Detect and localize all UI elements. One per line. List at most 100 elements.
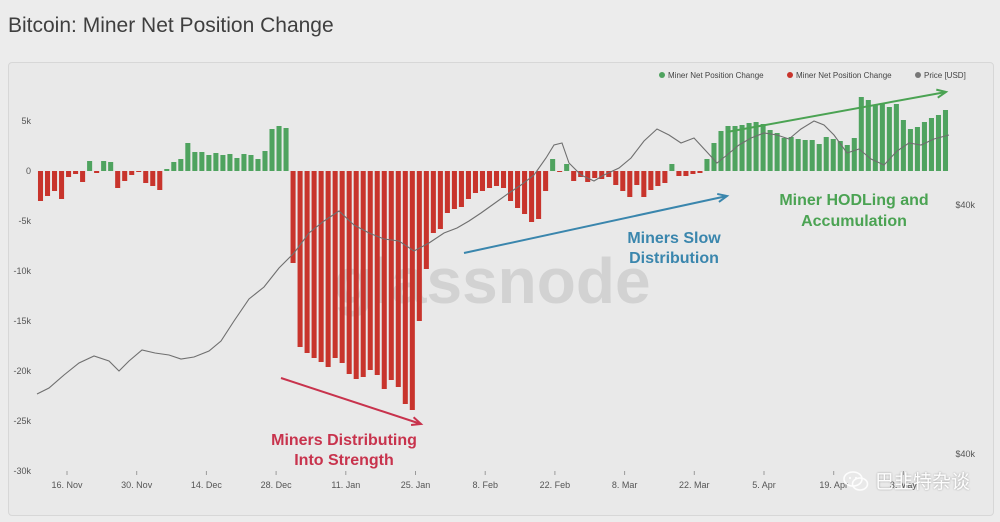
bar [592,171,598,178]
bar [585,171,591,182]
bar [52,171,58,191]
y2-tick-label: $40k [955,200,975,210]
bar [465,171,471,199]
bar [788,137,794,171]
bar [472,171,478,193]
bar [942,110,949,171]
bar [192,152,198,171]
x-tick-label: 25. Jan [401,480,431,490]
bar [767,130,773,171]
bar [367,171,373,370]
bar [697,171,703,173]
bar [444,171,450,213]
y-tick-label: -30k [13,466,31,476]
bar [725,126,731,171]
bar [451,171,457,209]
bar [493,171,500,186]
bar [94,171,100,173]
bar [199,152,205,171]
bar [613,171,619,185]
bar [220,155,226,171]
bar [80,171,86,182]
chart-watermark: glassnode [334,245,651,317]
bar [332,171,338,358]
x-tick-label: 28. Dec [261,480,293,490]
bar [886,107,892,171]
bar [150,171,156,186]
x-tick-label: 22. Feb [540,480,571,490]
watermark-text: 巴韭特杂谈 [874,471,970,493]
bar [164,169,170,171]
bar [816,144,822,171]
bar [486,171,493,188]
blue-arrow [463,195,728,254]
bar [557,171,563,172]
red-arrow-head [410,416,424,427]
bar [508,171,514,201]
bar [276,126,282,171]
legend: Miner Net Position Change Miner Net Posit… [659,71,966,80]
bar [115,171,121,188]
bar [774,133,780,171]
bar [479,171,485,191]
bar [416,171,422,321]
price-series [36,120,950,395]
bar [543,171,549,191]
legend-label: Price [USD] [924,71,966,80]
bar [928,118,934,171]
bar [865,100,871,171]
y-tick-label: -15k [13,316,31,326]
bar [409,171,415,410]
bar [620,171,626,191]
bar [87,161,93,171]
bar [59,171,65,199]
bar [634,171,640,185]
bar [374,171,380,375]
wechat-icon [843,470,869,491]
annotation-label: Miners Slow [627,230,721,247]
bar [346,171,352,374]
bar [423,171,429,269]
bar [781,138,787,171]
x-tick-label: 30. Nov [121,480,153,490]
bar [935,115,941,171]
bar [627,171,633,197]
bar [669,164,675,171]
bar [269,129,275,171]
page-title: Bitcoin: Miner Net Position Change [8,14,334,37]
bar [648,171,654,190]
bar [879,103,885,171]
bar [844,145,850,171]
bar [178,159,184,171]
legend-label: Miner Net Position Change [668,71,764,80]
annotation-label: Miner HODLing and [779,192,928,209]
bar [248,155,254,171]
bar [501,171,507,188]
price-line [36,120,950,395]
bar [388,171,394,380]
bar [823,137,829,171]
bar [73,171,79,174]
bar [360,171,366,377]
bar [760,124,766,171]
bar [136,171,142,172]
bar [353,171,359,379]
x-tick-label: 19. Apr [819,480,848,490]
bar [297,171,303,347]
x-tick-label: 3. May [890,480,918,490]
bar [129,171,135,175]
y-axis: 5k 0 -5k -10k -15k -20k -25k -30k $40k $40k [13,116,975,476]
bar [599,171,605,179]
bar [234,158,240,171]
x-tick-label: 8. Feb [472,480,498,490]
bar [858,97,864,171]
bar [304,171,310,353]
bar [143,171,149,183]
bar [662,171,668,183]
bar [206,155,212,171]
bar [795,139,801,171]
bar [213,153,219,171]
bar [907,129,913,171]
bar [914,127,920,171]
bar [395,171,401,387]
